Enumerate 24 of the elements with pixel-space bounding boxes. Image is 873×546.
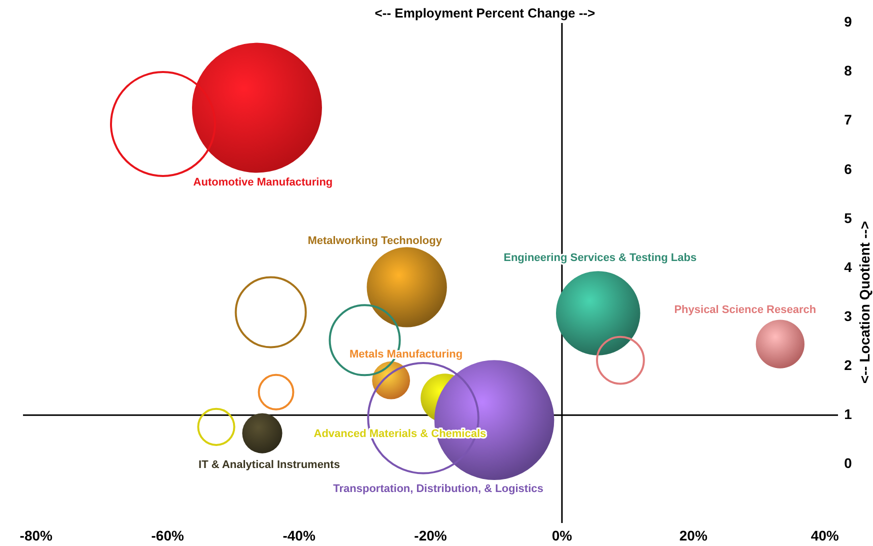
y-tick-label: 0 [844, 454, 852, 471]
x-tick-label: -40% [282, 528, 316, 544]
y-tick-label: 9 [844, 14, 852, 30]
y-tick-label: 4 [844, 258, 852, 275]
y-tick-label: 7 [844, 112, 852, 128]
series-label: Physical Science Research [674, 304, 816, 316]
x-tick-label: -20% [414, 528, 448, 544]
x-tick-label: -80% [20, 528, 54, 544]
y-tick-label: 8 [844, 62, 852, 79]
series-label: IT & Analytical Instruments [198, 459, 340, 472]
x-tick-label: 20% [679, 528, 708, 544]
y-tick-label: 3 [844, 308, 852, 324]
y-tick-label: 6 [844, 160, 852, 177]
series-label: Automotive Manufacturing [193, 176, 333, 189]
x-tick-label: 0% [552, 528, 573, 544]
series-label: Transportation, Distribution, & Logistics [333, 482, 544, 495]
x-tick-label: -60% [151, 528, 184, 544]
y-tick-label: 2 [844, 356, 852, 373]
y-tick-label: 1 [844, 406, 852, 422]
x-tick-label: 40% [810, 528, 840, 544]
series-label: Metalworking Technology [308, 235, 443, 248]
x-axis-title: <-- Employment Percent Change --> [374, 5, 596, 20]
y-tick-label: 5 [844, 210, 852, 226]
y-axis-title: <-- Location Quotient --> [856, 221, 873, 384]
